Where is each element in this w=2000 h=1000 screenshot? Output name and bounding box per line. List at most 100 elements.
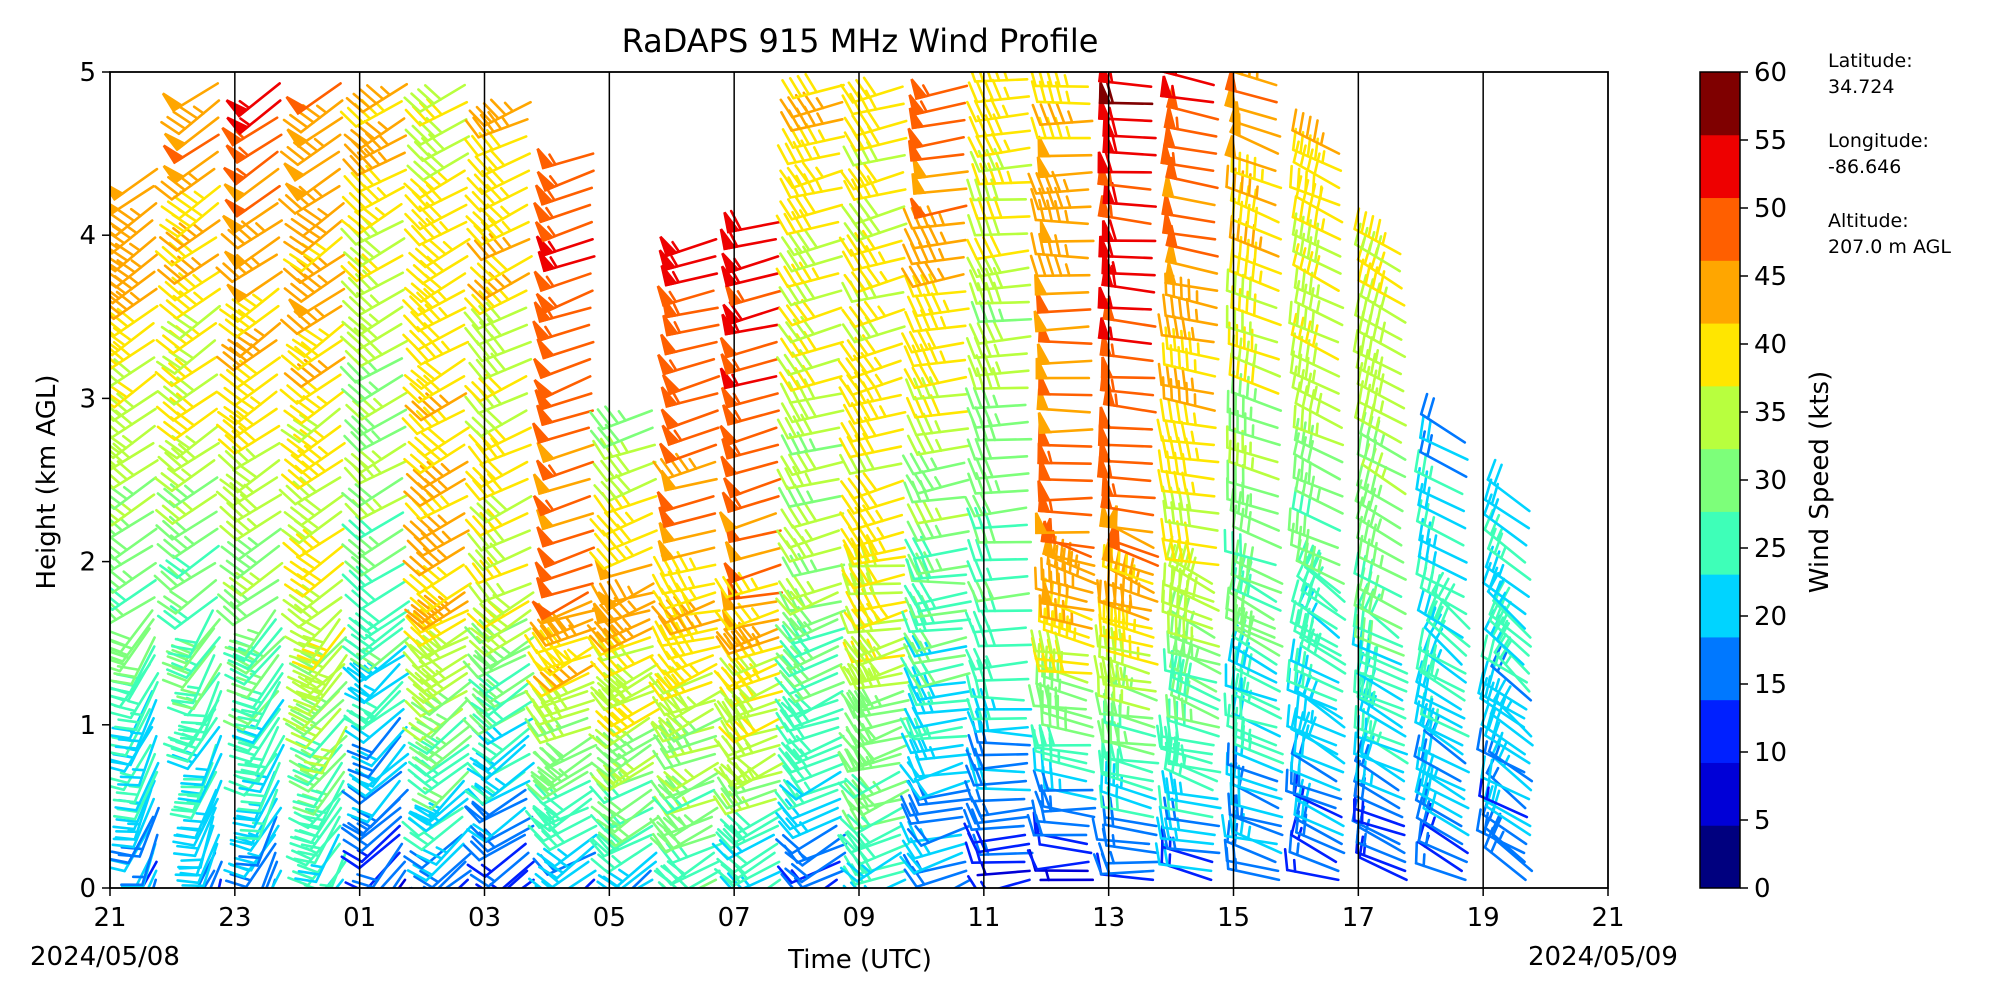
wind-barb [1101, 474, 1156, 500]
colorbar-segment [1700, 323, 1740, 387]
wind-barb [1039, 221, 1095, 243]
wind-barb [229, 716, 281, 764]
wind-barb [533, 201, 592, 224]
colorbar-segment [1700, 197, 1740, 261]
wind-barb [409, 582, 472, 614]
wind-barb [652, 452, 717, 481]
wind-barb [909, 197, 968, 220]
wind-barb [112, 779, 156, 831]
y-tick-label: 5 [79, 58, 96, 88]
wind-barb [404, 272, 467, 303]
wind-barb [964, 610, 1028, 634]
wind-barb [344, 579, 407, 611]
wind-barb [270, 869, 283, 888]
wind-barb [159, 544, 220, 580]
wind-barb [658, 442, 718, 465]
wind-barb [660, 386, 719, 408]
wind-barb [976, 862, 1031, 877]
wind-barb [1292, 432, 1342, 481]
wind-barb [1163, 106, 1218, 138]
latitude-value: 34.724 [1828, 76, 1895, 98]
wind-barb [403, 303, 467, 333]
wind-barb [532, 663, 596, 693]
wind-barb [1419, 415, 1469, 461]
wind-barb [1417, 627, 1467, 675]
wind-barb [283, 219, 344, 255]
wind-barb [284, 202, 345, 238]
wind-barb [780, 397, 845, 424]
x-tick-label: 19 [1467, 903, 1500, 933]
wind-barb [1162, 648, 1218, 684]
wind-barb [839, 806, 903, 835]
wind-barb [779, 770, 842, 801]
wind-barb [527, 860, 590, 888]
colorbar-segment [1700, 511, 1740, 575]
wind-barb [405, 255, 469, 285]
wind-barb [1293, 647, 1344, 693]
wind-barb [1035, 291, 1092, 314]
wind-barb [778, 815, 842, 840]
wind-barb [1161, 537, 1220, 567]
wind-barb [215, 253, 278, 284]
wind-barb [1037, 442, 1092, 465]
wind-barb [225, 82, 281, 118]
wind-barb [903, 634, 968, 658]
wind-barb [840, 163, 905, 191]
colorbar-tick-label: 45 [1754, 262, 1787, 292]
wind-barb [160, 304, 222, 341]
wind-barb [288, 618, 341, 664]
wind-barb [160, 99, 221, 136]
wind-barb [220, 527, 282, 561]
wind-barb [840, 416, 905, 443]
wind-barb [775, 722, 840, 745]
colorbar-tick-label: 60 [1754, 58, 1787, 88]
wind-barb [658, 690, 722, 719]
wind-barb [1165, 225, 1219, 258]
y-tick-label: 2 [79, 548, 96, 578]
wind-barb [1166, 630, 1221, 666]
end-date-label: 2024/05/09 [1528, 942, 1678, 972]
wind-barb [391, 869, 407, 888]
wind-barb [1161, 175, 1216, 207]
wind-barb [283, 544, 344, 581]
wind-barb [966, 437, 1029, 461]
wind-barb [779, 161, 844, 190]
wind-barb [838, 381, 902, 408]
wind-barb [155, 390, 218, 422]
wind-barb [662, 314, 720, 337]
wind-barb [180, 734, 223, 787]
wind-barb [910, 78, 969, 101]
wind-barb [260, 851, 277, 888]
wind-barb [227, 627, 283, 670]
wind-barb [1293, 265, 1345, 310]
wind-barb [901, 450, 966, 476]
wind-barb [842, 534, 906, 561]
wind-barb [1287, 507, 1339, 550]
wind-barb [1289, 638, 1340, 684]
wind-barb [520, 878, 535, 888]
wind-barb [651, 707, 714, 738]
wind-barb [221, 116, 279, 147]
wind-barb [777, 748, 842, 774]
colorbar-tick-label: 55 [1754, 126, 1787, 156]
wind-barb [912, 157, 969, 180]
wind-barb [1037, 135, 1093, 158]
wind-barb [536, 526, 595, 548]
wind-barb [1414, 841, 1467, 882]
wind-barb [903, 581, 968, 606]
wind-barb [653, 851, 716, 885]
wind-barb [409, 779, 465, 822]
wind-barb [282, 527, 345, 559]
wind-barb [590, 672, 653, 703]
wind-barb [408, 788, 468, 826]
wind-barb [534, 184, 594, 206]
wind-barb [1165, 777, 1222, 810]
wind-barb [597, 851, 658, 888]
wind-barb [776, 413, 841, 440]
wind-barb [964, 386, 1027, 410]
wind-barb [1038, 458, 1094, 483]
wind-barb [966, 875, 1031, 888]
wind-barb [110, 527, 158, 561]
wind-barb [660, 333, 718, 356]
y-tick-label: 0 [79, 874, 96, 904]
